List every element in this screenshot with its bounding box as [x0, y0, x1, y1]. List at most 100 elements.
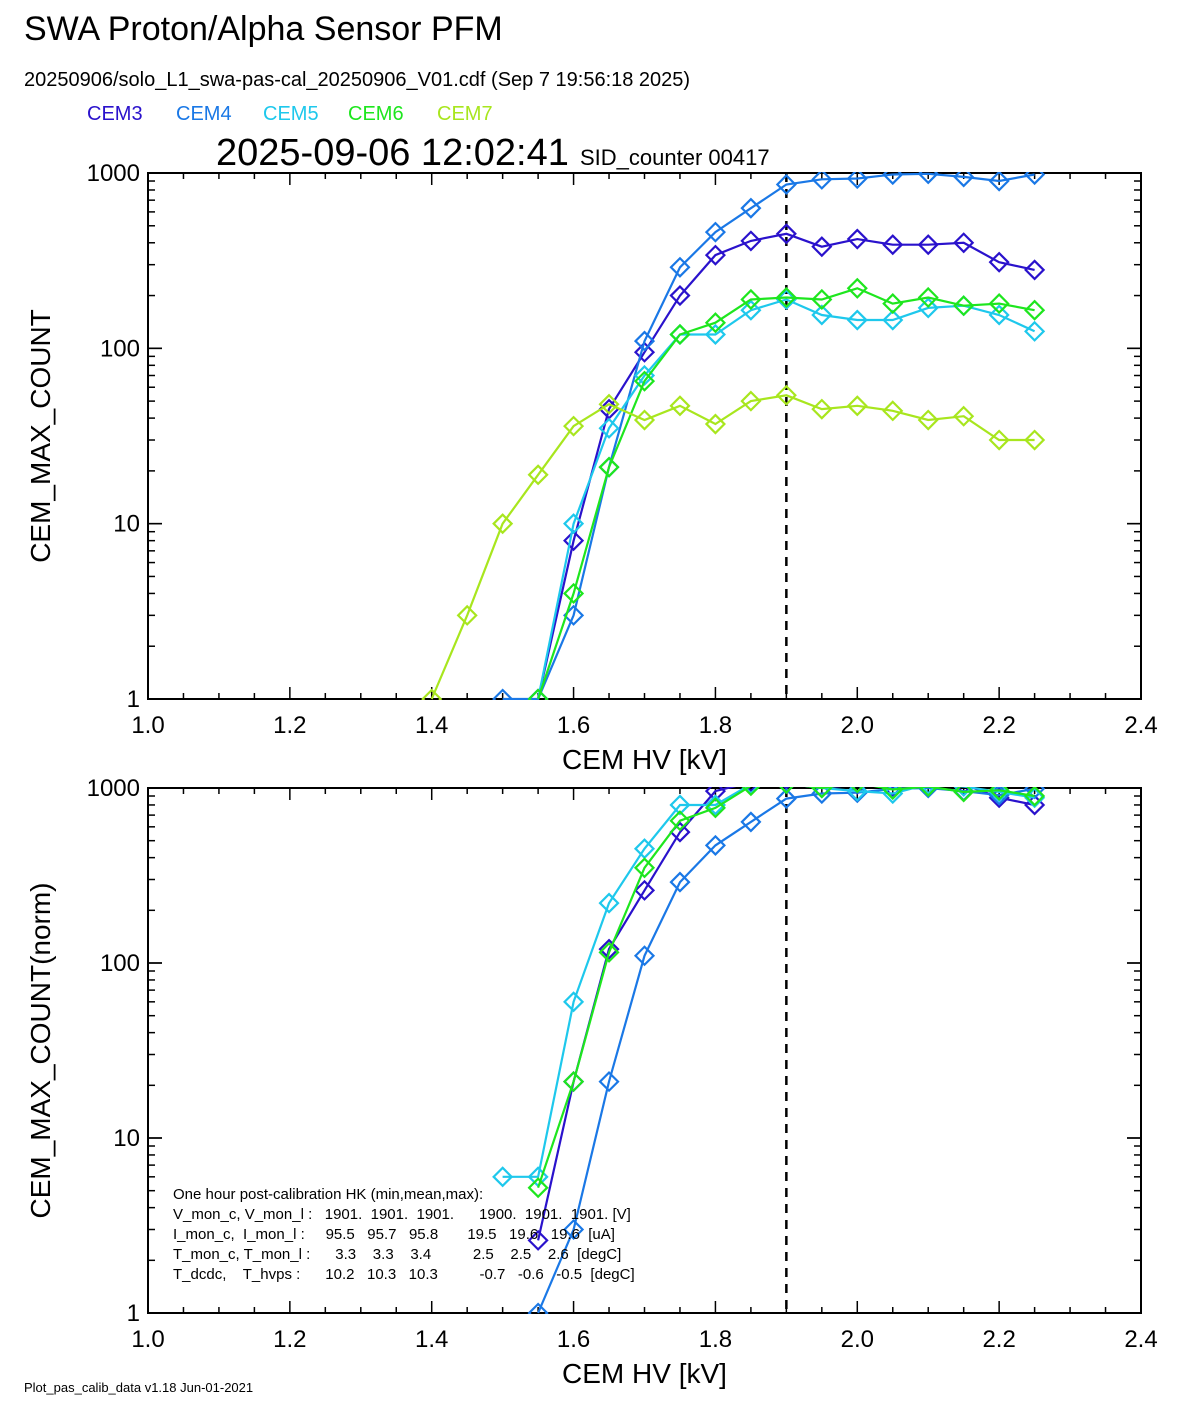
top-point-cem6	[846, 277, 868, 299]
top-point-cem6	[598, 456, 620, 478]
top-point-cem7	[421, 688, 443, 700]
top-y-tick-label: 10	[113, 511, 140, 538]
bottom-point-cem4	[669, 871, 691, 893]
top-series-line-cem3	[537, 232, 1035, 700]
bottom-point-cem3	[598, 938, 620, 960]
bottom-point-cem4	[527, 1302, 549, 1314]
top-point-cem7	[669, 395, 691, 417]
top-point-cem6	[563, 582, 585, 604]
top-point-cem3	[846, 228, 868, 250]
bottom-point-cem4	[633, 945, 656, 967]
top-x-tick-label: 1.8	[699, 712, 732, 739]
bottom-point-cem5	[920, 787, 937, 795]
top-point-cem6	[775, 286, 797, 309]
top-point-cem7	[882, 400, 904, 422]
top-point-cem6	[704, 312, 726, 334]
bottom-x-tick-label: 1.8	[699, 1326, 732, 1353]
top-point-cem7	[988, 429, 1010, 451]
top-y-tick-label: 100	[100, 335, 140, 362]
top-point-cem6	[811, 288, 833, 311]
timestamp: 2025-09-06 12:02:41	[216, 132, 569, 174]
bottom-x-tick-label: 2.4	[1124, 1326, 1157, 1353]
panel-bottom-chart: 1.0 1.2 1.4 1.6 1.8 2.0 2.2 2.4 1 10 100 1000 CEM HV…	[25, 775, 1158, 1389]
bottom-series-line-cem5	[502, 787, 1035, 1178]
top-x-tick-label: 1.0	[131, 712, 164, 739]
legend-item-cem5: CEM5	[263, 103, 319, 125]
bottom-point-cem5	[953, 787, 974, 798]
bottom-point-cem3	[745, 787, 757, 793]
top-point-cem7	[456, 604, 478, 626]
bottom-point-cem5	[492, 1166, 514, 1188]
top-point-cem3	[669, 284, 691, 307]
top-point-cem3	[1024, 259, 1046, 281]
top-point-cem7	[527, 464, 549, 486]
bottom-series-line-cem3	[537, 787, 1035, 1241]
bottom-point-cem5	[563, 991, 585, 1013]
bottom-point-cem3	[783, 787, 790, 790]
top-point-cem5	[882, 309, 904, 331]
bottom-point-cem4	[598, 1071, 620, 1093]
legend-item-cem4: CEM4	[176, 103, 232, 125]
top-y-tick-label: 1000	[87, 160, 140, 187]
hk-line: T_dcdc, T_hvps : 10.2 10.3 10.3 -0.7 -0.…	[173, 1266, 635, 1283]
hk-line: I_mon_c, I_mon_l : 95.5 95.7 95.8 19.5 1…	[173, 1226, 615, 1243]
bottom-point-cem5	[988, 787, 1010, 803]
top-point-cem4	[917, 172, 939, 185]
top-x-tick-label: 1.2	[273, 712, 306, 739]
top-point-cem6	[740, 288, 762, 311]
top-point-cem6	[1024, 299, 1046, 321]
top-point-cem3	[563, 530, 585, 552]
bottom-point-cem6	[669, 810, 691, 832]
top-x-tick-label: 1.6	[557, 712, 590, 739]
top-point-cem5	[846, 309, 868, 331]
bottom-point-cem6	[527, 1177, 549, 1199]
top-point-cem7	[917, 409, 939, 431]
figure-title: SWA Proton/Alpha Sensor PFM	[24, 10, 503, 48]
bottom-point-cem5	[882, 787, 904, 805]
top-x-axis-label: CEM HV [kV]	[562, 744, 727, 775]
top-point-cem3	[811, 236, 833, 258]
top-y-tick-label: 1	[127, 686, 140, 713]
top-point-cem4	[704, 221, 726, 243]
bottom-point-cem5	[669, 794, 691, 816]
bottom-x-tick-label: 1.4	[415, 1326, 448, 1353]
bottom-x-tick-label: 1.2	[273, 1326, 306, 1353]
bottom-point-cem3	[633, 879, 656, 901]
top-point-cem6	[633, 370, 656, 392]
top-series-line-cem4	[502, 172, 1035, 700]
top-point-cem4	[988, 172, 1010, 192]
footer-version: Plot_pas_calib_data v1.18 Jun-01-2021	[24, 1380, 253, 1395]
top-point-cem7	[1024, 429, 1046, 451]
legend: CEM3 CEM4 CEM5 CEM6 CEM7	[87, 103, 493, 125]
top-point-cem3	[740, 230, 762, 252]
top-point-cem3	[882, 234, 904, 256]
bottom-point-cem4	[775, 788, 797, 810]
legend-item-cem6: CEM6	[348, 103, 404, 125]
bottom-point-cem3	[527, 1229, 549, 1251]
bottom-point-cem6	[779, 787, 794, 795]
top-point-cem5	[1024, 320, 1046, 342]
bottom-y-axis-label: CEM_MAX_COUNT(norm)	[25, 882, 56, 1218]
hk-summary: One hour post-calibration HK (min,mean,m…	[173, 1186, 635, 1283]
top-point-cem4	[775, 173, 797, 196]
bottom-point-cem6	[882, 787, 904, 801]
bottom-point-cem6	[633, 857, 656, 879]
bottom-series-line-cem6	[537, 787, 1035, 1189]
top-point-cem4	[882, 172, 904, 186]
top-point-cem4	[492, 688, 514, 700]
top-point-cem5	[563, 513, 585, 535]
bottom-y-tick-label: 10	[113, 1125, 140, 1152]
hk-line: T_mon_c, T_mon_l : 3.3 3.3 3.4 2.5 2.5 2…	[173, 1246, 621, 1263]
top-point-cem7	[953, 405, 975, 427]
top-point-cem3	[633, 341, 656, 363]
bottom-y-tick-label: 1	[127, 1300, 140, 1327]
top-point-cem5	[775, 288, 797, 311]
top-series-line-cem5	[537, 298, 1036, 700]
top-point-cem7	[563, 415, 585, 437]
hk-line: V_mon_c, V_mon_l : 1901. 1901. 1901. 190…	[173, 1206, 631, 1223]
bottom-y-tick-label: 100	[100, 950, 140, 977]
bottom-x-tick-label: 2.0	[841, 1326, 874, 1353]
bottom-point-cem5	[846, 787, 868, 802]
bottom-point-cem4	[740, 811, 762, 833]
top-point-cem6	[882, 293, 904, 315]
